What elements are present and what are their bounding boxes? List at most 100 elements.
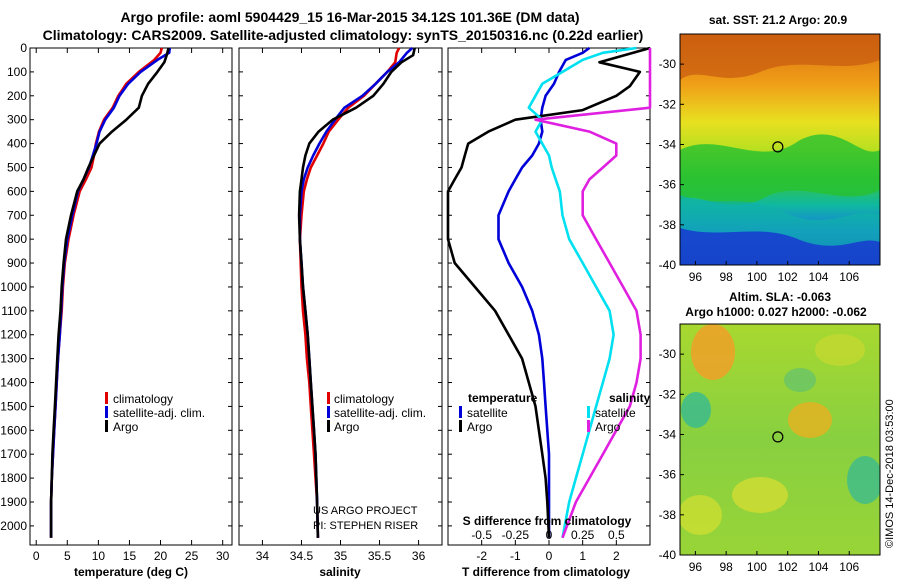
legend-swatch-s-argo [587, 420, 590, 432]
x-tick-label: 5 [64, 549, 71, 563]
series-line-s-argo [534, 48, 652, 539]
legend-label-satellite: satellite-adj. clim. [334, 406, 426, 420]
map-y-tick-label: -34 [659, 427, 677, 441]
depth-tick-labels: 0 100 200 300 400 500 600 700 800 900 1000 1100 1200… [0, 41, 27, 533]
depth-tick-label: 300 [7, 113, 27, 127]
sst-map-x-ticks: 96 98 100 102 104 106 [689, 261, 860, 284]
legend-label-t-satellite: satellite [467, 406, 508, 420]
map-x-tick-label: 98 [719, 560, 733, 574]
depth-tick-label: 900 [7, 256, 27, 270]
x-tick-label: 0 [33, 549, 40, 563]
difference-axis-label: T difference from climatology [462, 565, 630, 579]
sla-high-anomaly [680, 495, 722, 535]
series-line-argo [49, 47, 170, 538]
legend-swatch-satellite [105, 406, 108, 418]
sst-warm-orange [680, 34, 880, 80]
sst-map-frame [679, 33, 881, 266]
map-x-tick-label: 100 [747, 560, 767, 574]
x-tick-label: 15 [123, 549, 137, 563]
depth-tick-label: 1400 [0, 376, 27, 390]
x-tick-label: 20 [154, 549, 168, 563]
sla-map-x-ticks: 96 98 100 102 104 106 [689, 551, 860, 574]
sla-argo-location-marker [772, 431, 784, 443]
x-tick-label: 25 [185, 549, 199, 563]
sla-high-anomaly [788, 402, 832, 438]
imos-credit: ©IMOS 14-Dec-2018 03:53:00 [884, 399, 896, 548]
depth-tick-label: 500 [7, 160, 27, 174]
figure-title-line2: Climatology: CARS2009. Satellite-adjuste… [43, 27, 644, 43]
depth-tick-label: 1600 [0, 423, 27, 437]
difference-x-ticks: -2 -1 0 1 2 [476, 549, 620, 563]
depth-tick-label: 600 [7, 184, 27, 198]
salinity-legend: climatology satellite-adj. clim. Argo [327, 392, 426, 434]
temperature-series [49, 47, 172, 538]
map-y-tick-label: -38 [659, 218, 677, 232]
depth-tick-label: 1200 [0, 328, 27, 342]
sla-map-title: Altim. SLA: -0.063 [729, 290, 831, 304]
depth-tick-label: 1300 [0, 352, 27, 366]
map-y-tick-label: -30 [659, 347, 677, 361]
series-line-s-satellite [527, 46, 637, 539]
sla-low-anomaly [681, 392, 711, 428]
map-x-tick-label: 104 [808, 560, 828, 574]
legend-swatch-climatology [327, 392, 330, 404]
x-tick-label: 34 [256, 549, 270, 563]
depth-tick-label: 800 [7, 232, 27, 246]
depth-tick-label: 400 [7, 137, 27, 151]
salinity-difference-x-ticks: -0.5 -0.25 0 0.25 0.5 [471, 528, 625, 542]
temperature-panel-frame [29, 47, 233, 546]
map-x-tick-label: 100 [747, 270, 767, 284]
map-x-tick-label: 106 [839, 560, 859, 574]
s-diff-tick-label: 0.5 [608, 528, 625, 542]
legend-swatch-climatology [105, 392, 108, 404]
sla-low-anomaly [847, 456, 880, 504]
map-x-tick-label: 104 [808, 270, 828, 284]
legend-swatch-t-satellite [459, 406, 462, 418]
map-x-tick-label: 96 [689, 560, 703, 574]
s-diff-tick-label: 0.25 [571, 528, 595, 542]
sst-map-field [680, 34, 880, 265]
project-credit-line2: PI: STEPHEN RISER [313, 520, 418, 532]
series-line-t-satellite [497, 46, 591, 538]
legend-label-argo: Argo [113, 420, 139, 434]
map-x-tick-label: 96 [689, 270, 703, 284]
map-x-tick-label: 106 [839, 270, 859, 284]
sst-front-green [680, 134, 880, 205]
legend-title-salinity: salinity [609, 391, 651, 405]
map-y-tick-label: -36 [659, 468, 677, 482]
map-y-tick-label: -38 [659, 508, 677, 522]
map-y-tick-label: -32 [659, 387, 677, 401]
depth-tick-label: 1800 [0, 471, 27, 485]
x-tick-label: 35.5 [368, 549, 392, 563]
salinity-axis-label: salinity [319, 565, 361, 579]
s-diff-tick-label: -0.5 [471, 528, 492, 542]
legend-swatch-t-argo [459, 420, 462, 432]
depth-tick-label: 2000 [0, 519, 27, 533]
temperature-x-ticks: 0 5 10 15 20 25 30 [33, 549, 230, 563]
sla-high-anomaly [732, 477, 788, 513]
depth-tick-label: 1100 [1, 304, 27, 318]
legend-label-climatology: climatology [113, 392, 173, 406]
x-tick-label: 10 [92, 549, 106, 563]
difference-series [446, 46, 652, 539]
depth-tick-label: 1700 [0, 447, 27, 461]
series-line-satellite-adj-clim- [49, 47, 172, 538]
legend-swatch-argo [105, 420, 108, 432]
map-x-tick-label: 102 [778, 270, 798, 284]
legend-swatch-argo [327, 420, 330, 432]
difference-top-axis-label: S difference from climatology [463, 514, 632, 528]
legend-label-argo: Argo [334, 420, 360, 434]
map-y-tick-label: -36 [659, 178, 677, 192]
argo-location-circle [772, 431, 784, 443]
sla-map-y-ticks: -30 -32 -34 -36 -38 -40 [659, 347, 684, 562]
x-tick-label: 36 [412, 549, 426, 563]
x-tick-label: 30 [216, 549, 230, 563]
sst-map-y-ticks: -30 -32 -34 -36 -38 -40 [659, 57, 684, 272]
salinity-panel-frame [238, 47, 443, 546]
sla-map-subtitle: Argo h1000: 0.027 h2000: -0.062 [685, 305, 867, 319]
argo-location-circle [772, 141, 784, 153]
x-tick-label: -2 [476, 549, 487, 563]
sla-map-field [680, 324, 880, 555]
salinity-x-ticks: 34 34.5 35 35.5 36 [256, 549, 426, 563]
